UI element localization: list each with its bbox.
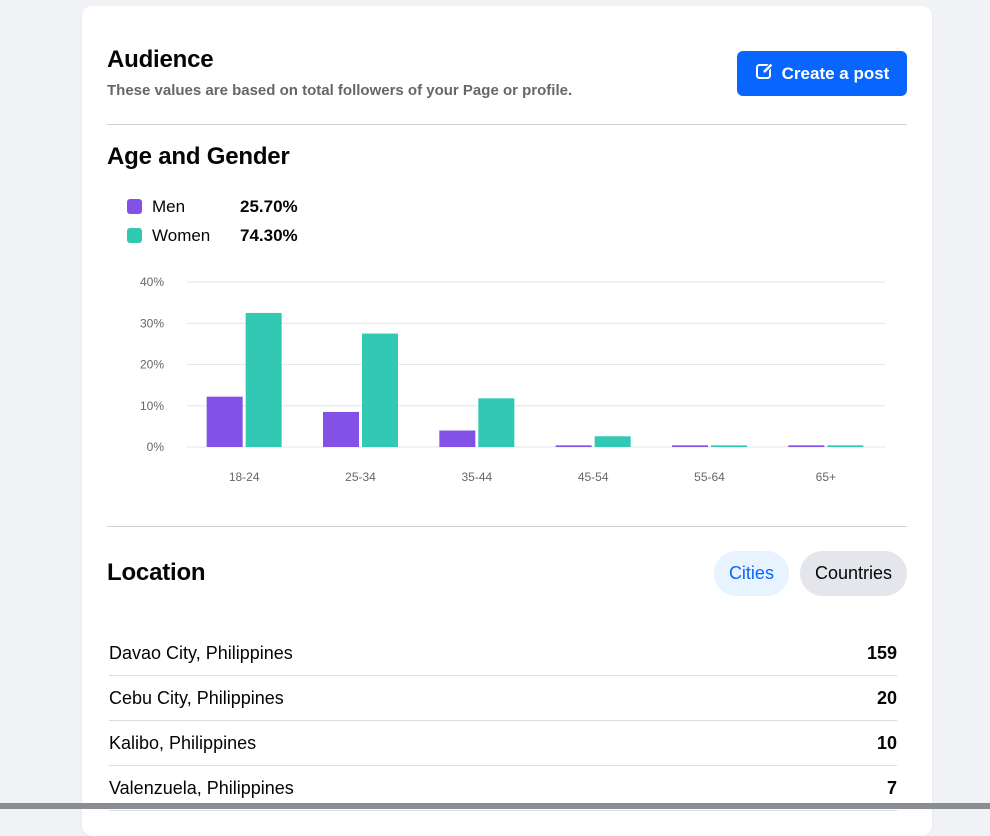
x-tick-label: 25-34 bbox=[345, 470, 376, 484]
y-tick-label: 20% bbox=[140, 358, 164, 372]
bar-women-45-54[interactable] bbox=[594, 436, 631, 447]
y-tick-label: 10% bbox=[140, 399, 164, 413]
y-tick-label: 40% bbox=[140, 275, 164, 289]
location-count: 10 bbox=[876, 732, 897, 753]
location-name: Kalibo, Philippines bbox=[109, 732, 257, 753]
location-title: Location bbox=[107, 559, 206, 586]
create-post-label: Create a post bbox=[781, 63, 890, 83]
x-tick-label: 65+ bbox=[816, 470, 836, 484]
x-tick-label: 45-54 bbox=[578, 470, 609, 484]
bar-men-18-24[interactable] bbox=[206, 396, 243, 447]
legend-label: Men bbox=[152, 196, 186, 216]
create-post-button[interactable]: Create a post bbox=[737, 51, 907, 96]
y-tick-label: 30% bbox=[140, 316, 164, 330]
x-tick-label: 55-64 bbox=[694, 470, 725, 484]
tab-cities[interactable]: Cities bbox=[713, 551, 789, 596]
bar-women-25-34[interactable] bbox=[362, 333, 398, 447]
location-count: 20 bbox=[876, 687, 897, 708]
audience-title: Audience bbox=[107, 46, 214, 73]
tab-countries[interactable]: Countries bbox=[799, 551, 907, 596]
bar-women-35-44[interactable] bbox=[478, 398, 515, 447]
location-name: Davao City, Philippines bbox=[109, 642, 293, 663]
location-name: Valenzuela, Philippines bbox=[109, 777, 294, 798]
bar-women-18-24[interactable] bbox=[245, 312, 282, 447]
men-swatch bbox=[127, 199, 142, 214]
edit-icon bbox=[755, 61, 775, 86]
bar-men-25-34[interactable] bbox=[323, 411, 359, 447]
divider bbox=[107, 124, 907, 125]
bar-men-65+[interactable] bbox=[788, 445, 825, 447]
bar-women-55-64[interactable] bbox=[711, 445, 747, 447]
age-gender-bar-chart: 0% 10% 20% 30% 40% 18-24 25-34 35-44 45-54 55-64 6… bbox=[140, 275, 885, 484]
location-count: 159 bbox=[866, 642, 897, 663]
window-bottom-edge bbox=[0, 803, 990, 809]
women-swatch bbox=[127, 228, 142, 243]
bar-women-65+[interactable] bbox=[827, 445, 864, 447]
list-item: Cebu City, Philippines 20 bbox=[109, 676, 897, 721]
legend-value: 74.30% bbox=[240, 225, 298, 245]
legend-label: Women bbox=[152, 225, 211, 245]
list-item: Kalibo, Philippines 10 bbox=[109, 721, 897, 766]
audience-subtitle: These values are based on total follower… bbox=[107, 82, 573, 99]
gender-legend: Men 25.70% Women 74.30% bbox=[127, 192, 298, 250]
legend-value: 25.70% bbox=[240, 196, 298, 216]
y-tick-label: 0% bbox=[147, 440, 165, 454]
age-gender-title: Age and Gender bbox=[107, 143, 290, 170]
location-name: Cebu City, Philippines bbox=[109, 687, 284, 708]
divider bbox=[107, 526, 907, 527]
legend-item-women: Women 74.30% bbox=[127, 221, 298, 250]
bar-men-35-44[interactable] bbox=[439, 430, 476, 448]
x-tick-label: 18-24 bbox=[229, 470, 260, 484]
list-item: Davao City, Philippines 159 bbox=[109, 631, 897, 676]
location-tabs: Cities Countries bbox=[713, 551, 907, 596]
bar-men-55-64[interactable] bbox=[672, 445, 708, 447]
bar-men-45-54[interactable] bbox=[555, 445, 592, 447]
x-tick-label: 35-44 bbox=[461, 470, 492, 484]
audience-card: Audience These values are based on total… bbox=[82, 6, 932, 836]
legend-item-men: Men 25.70% bbox=[127, 192, 298, 221]
location-list: Davao City, Philippines 159 Cebu City, P… bbox=[109, 631, 897, 811]
location-count: 7 bbox=[886, 777, 897, 798]
